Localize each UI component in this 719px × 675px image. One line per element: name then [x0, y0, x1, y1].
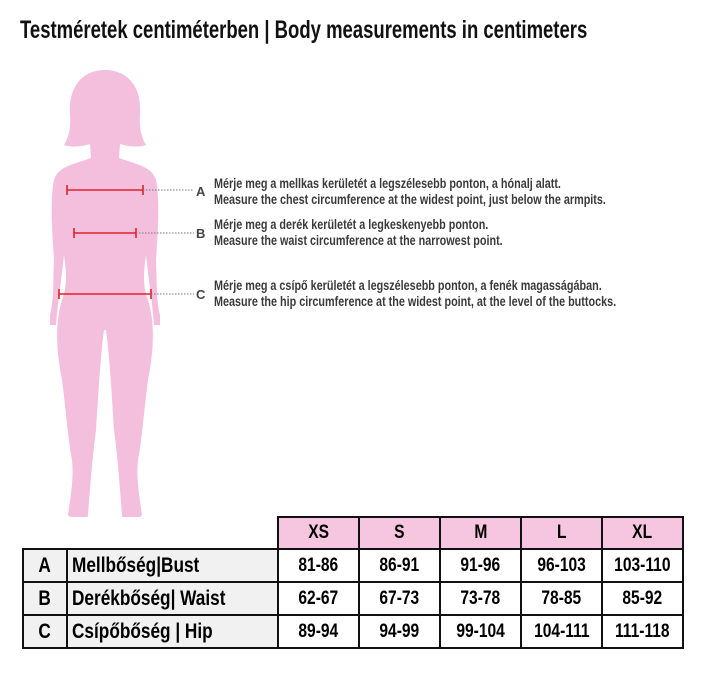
cell: 96-103	[520, 548, 603, 583]
table-row: A Mellbőség|Bust 81-86 86-91 91-96 96-10…	[22, 548, 684, 583]
cell: 85-92	[601, 581, 684, 616]
marker-c: C	[196, 287, 206, 302]
size-s: S	[358, 516, 441, 550]
cell: 73-78	[439, 581, 522, 616]
cell: 99-104	[439, 614, 522, 649]
measurement-a-description: Mérje meg a mellkas kerületét a legszéle…	[214, 176, 704, 208]
marker-a: A	[196, 184, 206, 199]
row-label: Csípőbőség | Hip	[66, 614, 279, 649]
cell: 103-110	[601, 548, 684, 583]
cell: 104-111	[520, 614, 603, 649]
row-letter: A	[22, 548, 68, 583]
cell: 94-99	[358, 614, 441, 649]
cell: 89-94	[277, 614, 360, 649]
size-table: XS S M L XL A Mellbőség|Bust 81-86 86-91…	[22, 516, 684, 649]
cell: 62-67	[277, 581, 360, 616]
cell: 78-85	[520, 581, 603, 616]
body-silhouette	[50, 70, 194, 521]
row-letter: B	[22, 581, 68, 616]
size-xs: XS	[277, 516, 360, 550]
size-m: M	[439, 516, 522, 550]
measurement-b-description: Mérje meg a derék kerületét a legkeskeny…	[214, 217, 575, 249]
row-label: Derékbőség| Waist	[66, 581, 279, 616]
measurement-c-hu: Mérje meg a csípő kerületét a legszélese…	[214, 278, 602, 293]
cell: 86-91	[358, 548, 441, 583]
measurement-a-hu: Mérje meg a mellkas kerületét a legszéle…	[214, 176, 561, 191]
measurement-b-en: Measure the waist circumference at the n…	[214, 233, 503, 248]
size-xl: XL	[601, 516, 684, 550]
measurement-b-hu: Mérje meg a derék kerületét a legkeskeny…	[214, 217, 489, 232]
measurement-c-en: Measure the hip circumference at the wid…	[214, 294, 617, 309]
measurement-a-en: Measure the chest circumference at the w…	[214, 192, 606, 207]
size-l: L	[520, 516, 603, 550]
page-title: Testméretek centiméterben | Body measure…	[20, 16, 588, 44]
measurement-c-description: Mérje meg a csípő kerületét a legszélese…	[214, 278, 717, 310]
cell: 67-73	[358, 581, 441, 616]
cell: 91-96	[439, 548, 522, 583]
marker-b: B	[196, 226, 206, 241]
cell: 81-86	[277, 548, 360, 583]
table-row: B Derékbőség| Waist 62-67 67-73 73-78 78…	[22, 581, 684, 616]
table-row: C Csípőbőség | Hip 89-94 94-99 99-104 10…	[22, 614, 684, 649]
row-label: Mellbőség|Bust	[66, 548, 279, 583]
cell: 111-118	[601, 614, 684, 649]
row-letter: C	[22, 614, 68, 649]
size-header-row: XS S M L XL	[23, 516, 684, 550]
